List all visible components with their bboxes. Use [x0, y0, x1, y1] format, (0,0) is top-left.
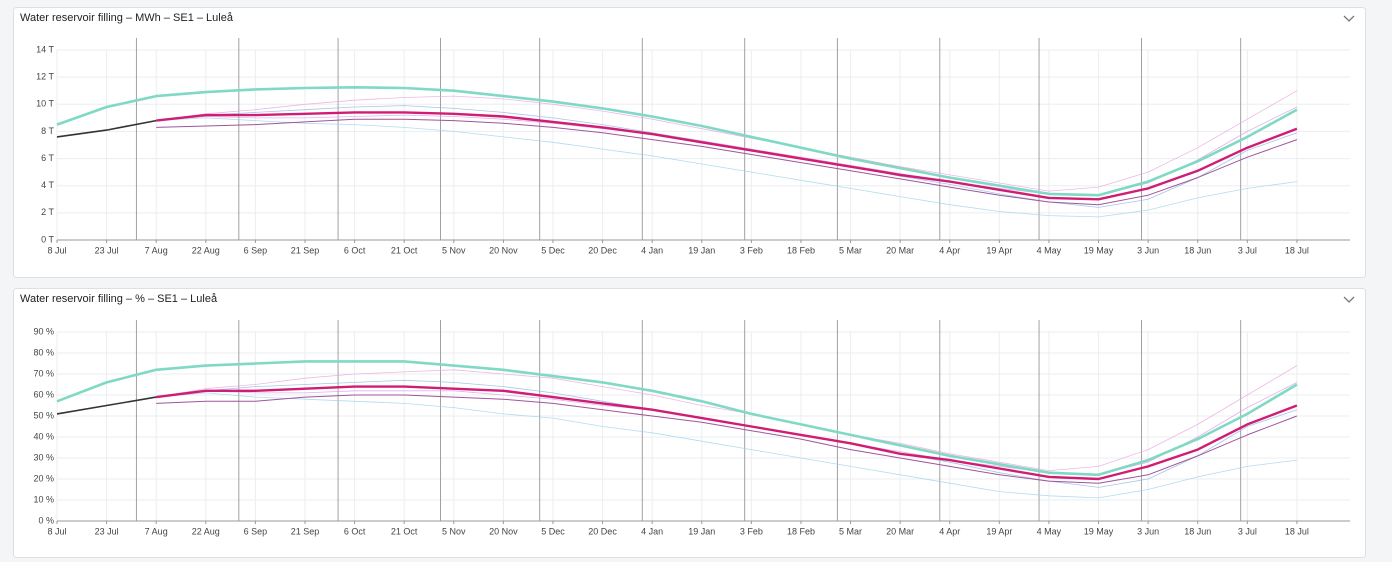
x-tick-label: 8 Jul [47, 245, 66, 255]
x-tick-label: 21 Sep [291, 245, 320, 255]
x-tick-label: 3 Jun [1137, 526, 1159, 536]
x-tick-label: 5 Dec [541, 526, 565, 536]
x-tick-label: 21 Oct [391, 245, 418, 255]
x-tick-label: 7 Aug [145, 526, 168, 536]
x-tick-label: 20 Nov [489, 526, 518, 536]
x-tick-label: 5 Nov [442, 526, 466, 536]
y-tick-label: 10 % [33, 494, 54, 504]
y-tick-label: 70 % [33, 368, 54, 378]
x-tick-label: 20 Dec [588, 526, 617, 536]
x-tick-label: 6 Sep [244, 245, 268, 255]
x-tick-label: 20 Mar [886, 526, 914, 536]
y-tick-label: 4 T [41, 180, 54, 190]
x-tick-label: 5 Mar [839, 245, 862, 255]
y-tick-label: 20 % [33, 473, 54, 483]
chart-title: Water reservoir filling – MWh – SE1 – Lu… [20, 12, 234, 24]
x-tick-label: 3 Jun [1137, 245, 1159, 255]
x-tick-label: 19 May [1084, 245, 1114, 255]
y-tick-label: 0 % [38, 515, 54, 525]
x-tick-label: 18 Feb [787, 526, 815, 536]
x-tick-label: 21 Oct [391, 526, 418, 536]
x-tick-label: 4 Apr [939, 526, 960, 536]
y-tick-label: 80 % [33, 347, 54, 357]
x-tick-label: 20 Mar [886, 245, 914, 255]
series-line [156, 90, 1298, 192]
y-tick-label: 90 % [33, 326, 54, 336]
y-tick-label: 40 % [33, 431, 54, 441]
series-line [156, 365, 1298, 471]
x-tick-label: 21 Sep [291, 526, 320, 536]
series-line [56, 360, 1298, 477]
y-tick-label: 50 % [33, 410, 54, 420]
y-tick-label: 30 % [33, 452, 54, 462]
series-line [56, 396, 157, 415]
chart-title: Water reservoir filling – % – SE1 – Lule… [20, 293, 218, 305]
x-tick-label: 18 Jul [1285, 526, 1309, 536]
x-tick-label: 6 Oct [344, 245, 366, 255]
y-tick-label: 2 T [41, 207, 54, 217]
x-tick-label: 23 Jul [95, 526, 119, 536]
x-tick-label: 18 Jun [1184, 245, 1211, 255]
y-tick-label: 12 T [36, 72, 54, 82]
x-tick-label: 20 Dec [588, 245, 617, 255]
x-tick-label: 18 Feb [787, 245, 815, 255]
y-tick-label: 6 T [41, 153, 54, 163]
x-tick-label: 3 Feb [740, 526, 763, 536]
x-tick-label: 5 Dec [541, 245, 565, 255]
x-tick-label: 19 Jan [688, 245, 715, 255]
collapse-icon[interactable] [1343, 296, 1355, 303]
collapse-icon[interactable] [1343, 15, 1355, 22]
x-tick-label: 19 Jan [688, 526, 715, 536]
series-line [156, 392, 1297, 499]
x-tick-label: 6 Sep [244, 526, 268, 536]
series-line [156, 385, 1298, 481]
y-tick-label: 0 T [41, 234, 54, 244]
x-tick-label: 19 Apr [986, 526, 1012, 536]
panel [13, 288, 1366, 558]
x-tick-label: 3 Feb [740, 245, 763, 255]
x-tick-label: 20 Nov [489, 245, 518, 255]
x-tick-label: 5 Nov [442, 245, 466, 255]
series-line [156, 394, 1298, 484]
x-tick-label: 7 Aug [145, 245, 168, 255]
x-tick-label: 4 May [1037, 526, 1062, 536]
x-tick-label: 6 Oct [344, 526, 366, 536]
y-tick-label: 14 T [36, 44, 54, 54]
x-tick-label: 5 Mar [839, 526, 862, 536]
y-tick-label: 60 % [33, 389, 54, 399]
panel [13, 7, 1366, 278]
y-tick-label: 10 T [36, 99, 54, 109]
series-line [56, 86, 1298, 197]
x-tick-label: 8 Jul [47, 526, 66, 536]
x-tick-label: 23 Jul [95, 245, 119, 255]
x-tick-label: 22 Aug [192, 526, 220, 536]
x-tick-label: 18 Jun [1184, 526, 1211, 536]
x-tick-label: 18 Jul [1285, 245, 1309, 255]
x-tick-label: 4 May [1037, 245, 1062, 255]
series-line [156, 118, 1298, 206]
x-tick-label: 22 Aug [192, 245, 220, 255]
x-tick-label: 3 Jul [1238, 245, 1257, 255]
y-tick-label: 8 T [41, 126, 54, 136]
series-line [156, 117, 1297, 218]
x-tick-label: 19 Apr [986, 245, 1012, 255]
x-tick-label: 19 May [1084, 526, 1114, 536]
x-tick-label: 4 Apr [939, 245, 960, 255]
x-tick-label: 3 Jul [1238, 526, 1257, 536]
x-tick-label: 4 Jan [641, 526, 663, 536]
series-line [56, 119, 157, 138]
x-tick-label: 4 Jan [641, 245, 663, 255]
series-line [156, 111, 1298, 201]
